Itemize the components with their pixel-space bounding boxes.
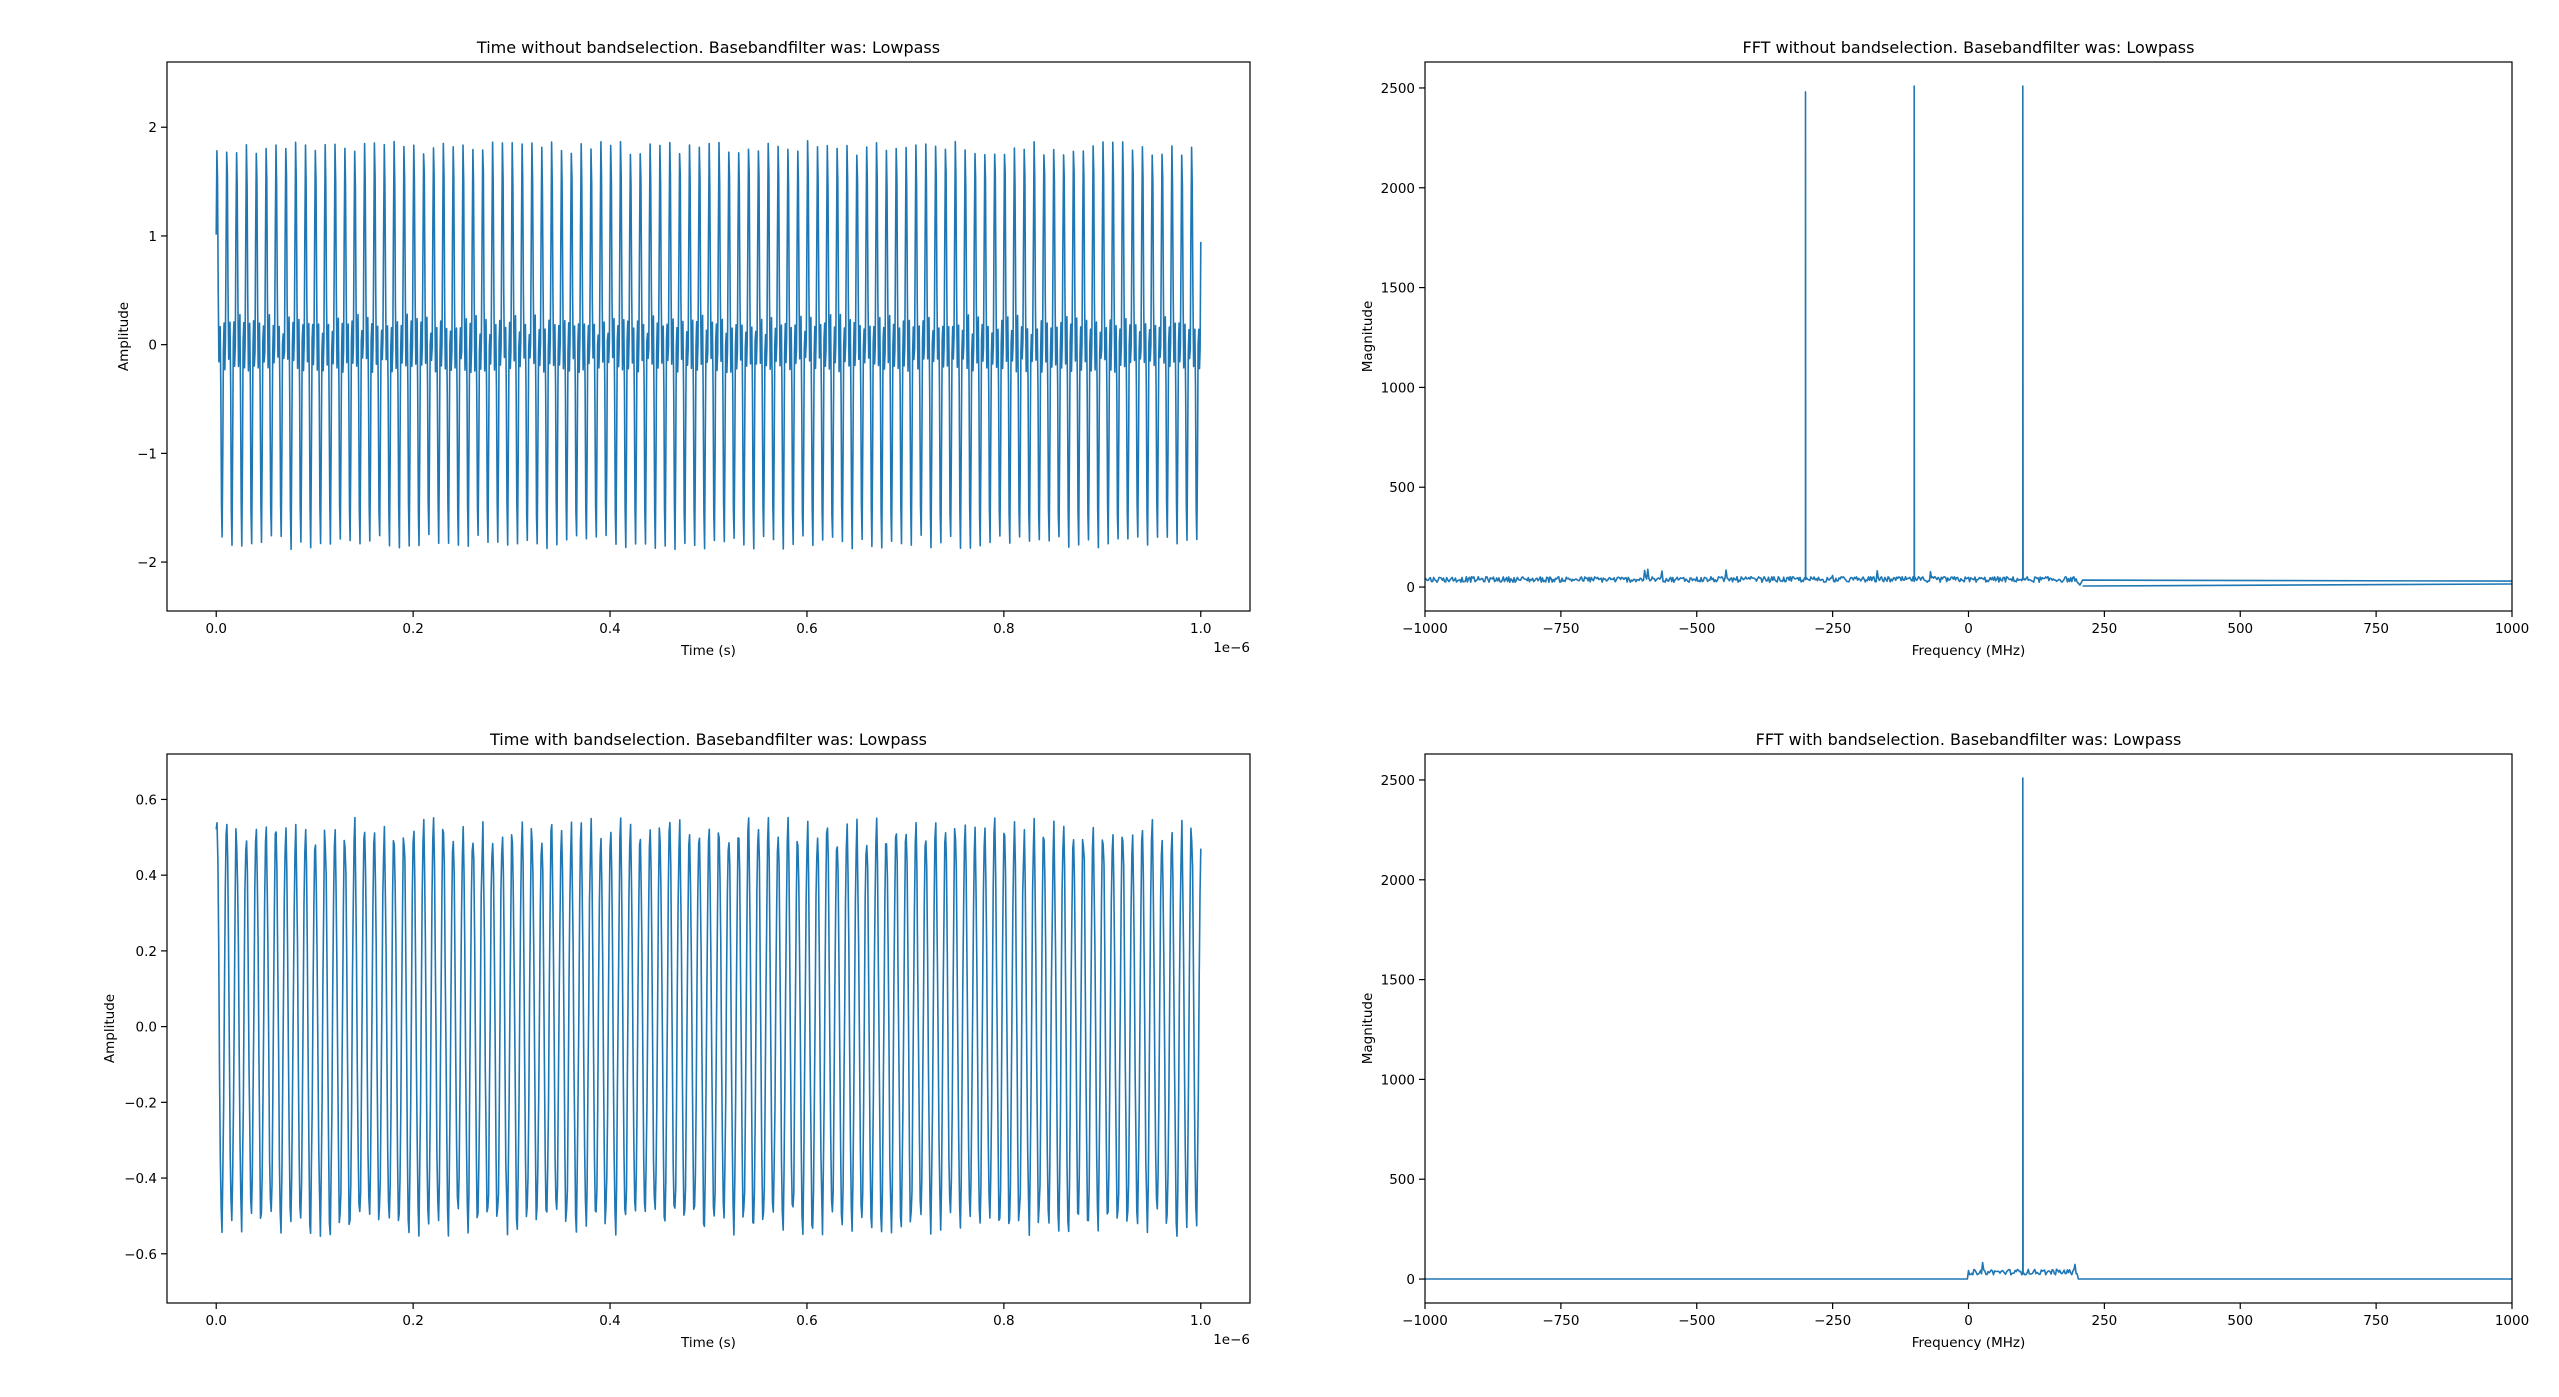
signal-line — [215, 140, 1202, 551]
chart-title: FFT with bandselection. Basebandfilter w… — [1756, 730, 2182, 749]
chart-title: FFT without bandselection. Basebandfilte… — [1743, 38, 2195, 57]
axes-frame — [166, 753, 1251, 1304]
y-tick-label: 1 — [148, 229, 157, 245]
y-tick-label: 2 — [148, 120, 157, 136]
y-tick-label: −2 — [137, 555, 157, 571]
x-tick-label: 1000 — [2495, 621, 2529, 637]
y-tick-label: −0.2 — [124, 1095, 157, 1111]
x-tick-label: 0.6 — [796, 1313, 817, 1329]
x-axis-label: Frequency (MHz) — [1912, 1335, 2025, 1351]
x-tick-label: 1000 — [2495, 1313, 2529, 1329]
x-axis-ticks: 0.0 0.2 0.4 0.6 0.8 1.0 — [205, 611, 1212, 637]
y-tick-label: 2500 — [1381, 773, 1415, 789]
x-tick-label: 0.4 — [599, 1313, 620, 1329]
x-tick-label: 0.2 — [402, 621, 423, 637]
y-axis-label: Amplitude — [116, 302, 132, 371]
x-tick-label: −750 — [1542, 621, 1579, 637]
x-tick-label: 0.0 — [205, 1313, 226, 1329]
y-tick-label: 0.0 — [136, 1020, 157, 1036]
x-axis-ticks: −1000 −750 −500 −250 0 250 500 750 1000 — [1402, 1303, 2529, 1329]
y-tick-label: −1 — [137, 446, 157, 462]
x-tick-label: 250 — [2091, 1313, 2117, 1329]
chart-title: Time without bandselection. Basebandfilt… — [476, 38, 940, 57]
spectrum-line — [1424, 85, 2513, 586]
x-tick-label: −500 — [1678, 621, 1715, 637]
signal-line — [215, 816, 1202, 1237]
plot-area — [215, 140, 1202, 551]
x-tick-label: 0.6 — [796, 621, 817, 637]
spectrum-line — [1425, 777, 2512, 1280]
plot-area — [215, 816, 1202, 1237]
spectrum-tail-line — [2082, 583, 2513, 587]
x-tick-label: 0 — [1964, 621, 1973, 637]
x-tick-label: −500 — [1678, 1313, 1715, 1329]
y-tick-label: 2500 — [1381, 81, 1415, 97]
y-tick-label: 1500 — [1381, 281, 1415, 297]
y-tick-label: 0 — [148, 338, 157, 354]
x-axis-offset-label: 1e−6 — [1213, 1332, 1250, 1348]
panel-time-with-bandselection: Time with bandselection. Basebandfilter … — [102, 730, 1251, 1351]
y-tick-label: 0 — [1406, 580, 1415, 596]
y-tick-label: 2000 — [1381, 181, 1415, 197]
y-tick-label: 1000 — [1381, 380, 1415, 396]
chart-title: Time with bandselection. Basebandfilter … — [489, 730, 927, 749]
x-tick-label: 0.8 — [993, 621, 1014, 637]
y-tick-label: 0.6 — [136, 792, 157, 808]
y-axis-label: Magnitude — [1360, 993, 1376, 1065]
x-tick-label: −250 — [1814, 621, 1851, 637]
panel-fft-without-bandselection: FFT without bandselection. Basebandfilte… — [1360, 38, 2529, 659]
x-tick-label: 0.2 — [402, 1313, 423, 1329]
y-axis-ticks: −2 −1 0 1 2 — [137, 120, 167, 571]
y-tick-label: 1500 — [1381, 973, 1415, 989]
x-tick-label: 1.0 — [1190, 1313, 1211, 1329]
x-axis-label: Time (s) — [680, 1335, 736, 1351]
y-tick-label: 1000 — [1381, 1072, 1415, 1088]
y-axis-ticks: 0 500 1000 1500 2000 2500 — [1381, 773, 1425, 1288]
panel-fft-with-bandselection: FFT with bandselection. Basebandfilter w… — [1360, 730, 2529, 1351]
plot-area — [1425, 777, 2512, 1280]
panel-time-without-bandselection: Time without bandselection. Basebandfilt… — [116, 38, 1251, 659]
y-tick-label: 2000 — [1381, 873, 1415, 889]
x-tick-label: −250 — [1814, 1313, 1851, 1329]
y-axis-label: Magnitude — [1360, 301, 1376, 373]
x-tick-label: 250 — [2091, 621, 2117, 637]
axes-frame — [166, 61, 1251, 612]
x-tick-label: 500 — [2227, 1313, 2253, 1329]
x-tick-label: 500 — [2227, 621, 2253, 637]
y-tick-label: −0.6 — [124, 1247, 157, 1263]
x-axis-offset-label: 1e−6 — [1213, 640, 1250, 656]
y-tick-label: 500 — [1389, 480, 1415, 496]
x-tick-label: 0 — [1964, 1313, 1973, 1329]
y-tick-label: 0.2 — [136, 944, 157, 960]
x-axis-label: Frequency (MHz) — [1912, 643, 2025, 659]
x-axis-ticks: 0.0 0.2 0.4 0.6 0.8 1.0 — [205, 1303, 1212, 1329]
y-axis-ticks: 0 500 1000 1500 2000 2500 — [1381, 81, 1425, 596]
x-tick-label: −750 — [1542, 1313, 1579, 1329]
y-tick-label: −0.4 — [124, 1171, 157, 1187]
x-tick-label: 0.0 — [205, 621, 226, 637]
x-tick-label: 0.8 — [993, 1313, 1014, 1329]
y-axis-label: Amplitude — [102, 994, 118, 1063]
x-tick-label: 0.4 — [599, 621, 620, 637]
y-tick-label: 0.4 — [136, 868, 157, 884]
x-tick-label: 750 — [2363, 1313, 2389, 1329]
x-tick-label: −1000 — [1402, 621, 1448, 637]
y-axis-ticks: −0.6 −0.4 −0.2 0.0 0.2 0.4 0.6 — [124, 792, 167, 1263]
x-axis-ticks: −1000 −750 −500 −250 0 250 500 750 1000 — [1402, 611, 2529, 637]
x-tick-label: 750 — [2363, 621, 2389, 637]
y-tick-label: 0 — [1406, 1272, 1415, 1288]
y-tick-label: 500 — [1389, 1172, 1415, 1188]
x-tick-label: 1.0 — [1190, 621, 1211, 637]
plot-area — [1424, 85, 2513, 587]
x-tick-label: −1000 — [1402, 1313, 1448, 1329]
x-axis-label: Time (s) — [680, 643, 736, 659]
